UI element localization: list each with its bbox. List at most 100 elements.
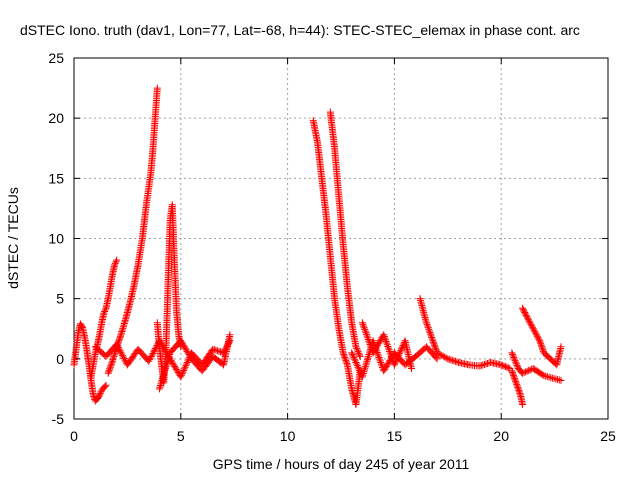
data-point: [482, 360, 490, 368]
data-point: [157, 340, 165, 348]
data-point: [390, 361, 398, 369]
data-point: [156, 381, 164, 389]
data-point: [374, 340, 382, 348]
data-point: [395, 351, 403, 359]
data-point: [180, 366, 188, 374]
data-point: [364, 334, 372, 342]
data-point: [432, 344, 440, 352]
data-point: [120, 355, 128, 363]
data-point: [532, 331, 540, 339]
data-point: [362, 361, 370, 369]
data-point: [182, 362, 190, 370]
data-point: [392, 358, 400, 366]
data-point: [356, 352, 364, 360]
data-point: [377, 359, 385, 367]
data-point: [180, 343, 188, 351]
data-point: [430, 340, 438, 348]
data-point: [163, 361, 171, 369]
y-tick-label: 0: [56, 351, 64, 367]
data-point: [428, 334, 436, 342]
data-point: [363, 332, 371, 340]
data-point: [374, 352, 382, 360]
data-point: [520, 369, 528, 377]
x-tick-label: 15: [387, 428, 403, 444]
data-point: [160, 344, 168, 352]
data-point: [101, 308, 109, 316]
data-point: [341, 353, 349, 361]
data-point: [438, 351, 446, 359]
data-point: [511, 376, 519, 384]
data-point: [105, 368, 113, 376]
data-point: [359, 371, 367, 379]
data-point: [396, 348, 404, 356]
data-point: [364, 352, 372, 360]
data-point: [523, 367, 531, 375]
data-point: [342, 358, 350, 366]
data-point: [363, 357, 371, 365]
data-point: [533, 332, 541, 340]
data-point: [433, 349, 441, 357]
data-point: [115, 337, 123, 345]
data-point: [442, 354, 450, 362]
data-point: [179, 340, 187, 348]
data-point: [340, 350, 348, 358]
x-tick-label: 10: [280, 428, 296, 444]
data-points: [70, 84, 565, 409]
data-point: [358, 373, 366, 381]
data-point: [156, 338, 164, 346]
data-point: [155, 385, 163, 393]
data-point: [351, 357, 359, 365]
data-point: [476, 362, 484, 370]
data-point: [503, 363, 511, 371]
data-point: [524, 316, 532, 324]
data-point: [480, 361, 488, 369]
data-point: [377, 335, 385, 343]
data-point: [366, 340, 374, 348]
data-point: [364, 335, 372, 343]
data-point: [183, 347, 191, 355]
data-point: [101, 383, 109, 391]
data-point: [508, 349, 516, 357]
data-point: [340, 352, 348, 360]
data-point: [356, 351, 364, 359]
data-point: [359, 320, 367, 328]
data-point: [156, 383, 164, 391]
data-point: [380, 332, 388, 340]
data-point: [171, 364, 179, 372]
data-point: [375, 338, 383, 346]
data-point: [508, 368, 516, 376]
data-point: [512, 377, 520, 385]
data-point: [117, 348, 125, 356]
data-point: [89, 391, 97, 399]
data-point: [512, 358, 520, 366]
data-point: [107, 362, 115, 370]
data-point: [350, 354, 358, 362]
data-point: [161, 346, 169, 354]
data-point: [383, 361, 391, 369]
data-point: [522, 311, 530, 319]
data-point: [524, 314, 532, 322]
data-point: [511, 357, 519, 365]
data-point: [372, 344, 380, 352]
data-point: [116, 334, 124, 342]
data-point: [514, 385, 522, 393]
data-point: [384, 342, 392, 350]
data-point: [430, 341, 438, 349]
data-point: [377, 360, 385, 368]
data-point: [360, 324, 368, 332]
data-point: [477, 362, 485, 370]
data-point: [398, 345, 406, 353]
data-point: [527, 320, 535, 328]
data-point: [354, 348, 362, 356]
data-point: [348, 349, 356, 357]
data-point: [445, 355, 453, 363]
data-point: [177, 373, 185, 381]
data-point: [365, 337, 373, 345]
data-point: [111, 261, 119, 269]
data-point: [148, 351, 156, 359]
data-point: [373, 341, 381, 349]
data-point: [513, 382, 521, 390]
data-point: [427, 330, 435, 338]
data-point: [519, 401, 527, 409]
